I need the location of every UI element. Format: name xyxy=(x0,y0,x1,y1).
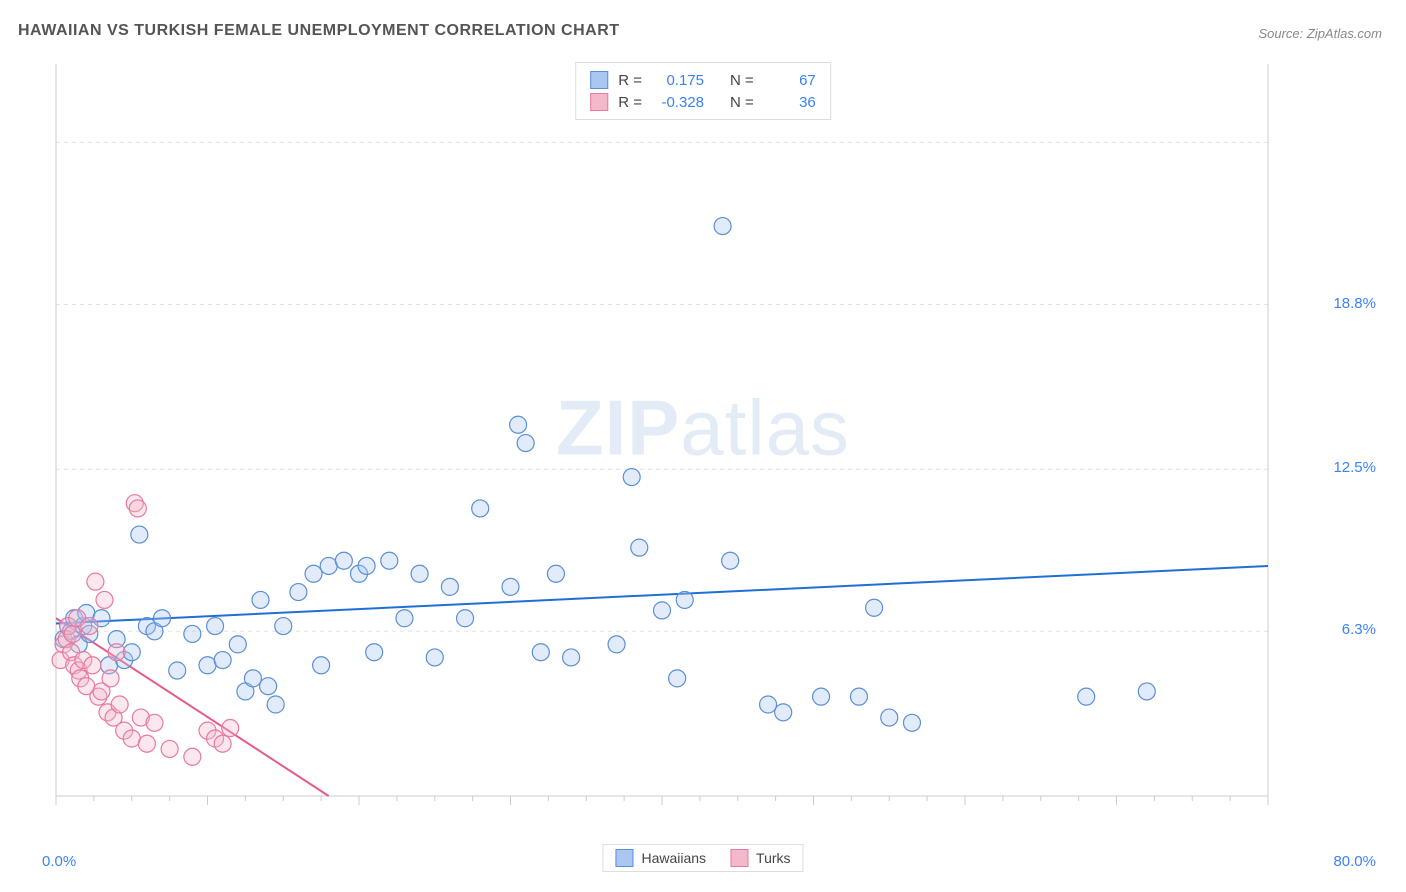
source-label: Source: xyxy=(1258,26,1306,41)
r-value: -0.328 xyxy=(652,94,704,111)
n-label: N = xyxy=(730,94,754,111)
chart-container: HAWAIIAN VS TURKISH FEMALE UNEMPLOYMENT … xyxy=(0,0,1406,892)
y-axis-tick-label: 6.3% xyxy=(1342,621,1376,638)
n-value: 67 xyxy=(764,72,816,89)
legend-swatch-icon xyxy=(590,71,608,89)
series-legend-label: Hawaiians xyxy=(641,850,706,866)
legend-swatch-icon xyxy=(730,849,748,867)
legend-swatch-icon xyxy=(615,849,633,867)
chart-title: HAWAIIAN VS TURKISH FEMALE UNEMPLOYMENT … xyxy=(18,22,620,40)
correlation-legend-row: R = -0.328 N = 36 xyxy=(590,91,816,113)
r-label: R = xyxy=(618,72,642,89)
n-value: 36 xyxy=(764,94,816,111)
x-axis-min-label: 0.0% xyxy=(42,853,76,870)
legend-swatch-icon xyxy=(590,93,608,111)
series-legend: Hawaiians Turks xyxy=(602,844,803,872)
correlation-legend: R = 0.175 N = 67 R = -0.328 N = 36 xyxy=(575,62,831,120)
chart-plot-area xyxy=(48,56,1328,826)
r-label: R = xyxy=(618,94,642,111)
series-legend-item: Turks xyxy=(730,849,790,867)
y-axis-tick-label: 12.5% xyxy=(1333,459,1376,476)
series-legend-label: Turks xyxy=(756,850,790,866)
r-value: 0.175 xyxy=(652,72,704,89)
chart-svg xyxy=(48,56,1328,826)
correlation-legend-row: R = 0.175 N = 67 xyxy=(590,69,816,91)
n-label: N = xyxy=(730,72,754,89)
y-axis-tick-label: 18.8% xyxy=(1333,295,1376,312)
source-attribution: Source: ZipAtlas.com xyxy=(1258,26,1382,41)
series-legend-item: Hawaiians xyxy=(615,849,706,867)
source-value: ZipAtlas.com xyxy=(1307,26,1382,41)
x-axis-max-label: 80.0% xyxy=(1333,853,1376,870)
